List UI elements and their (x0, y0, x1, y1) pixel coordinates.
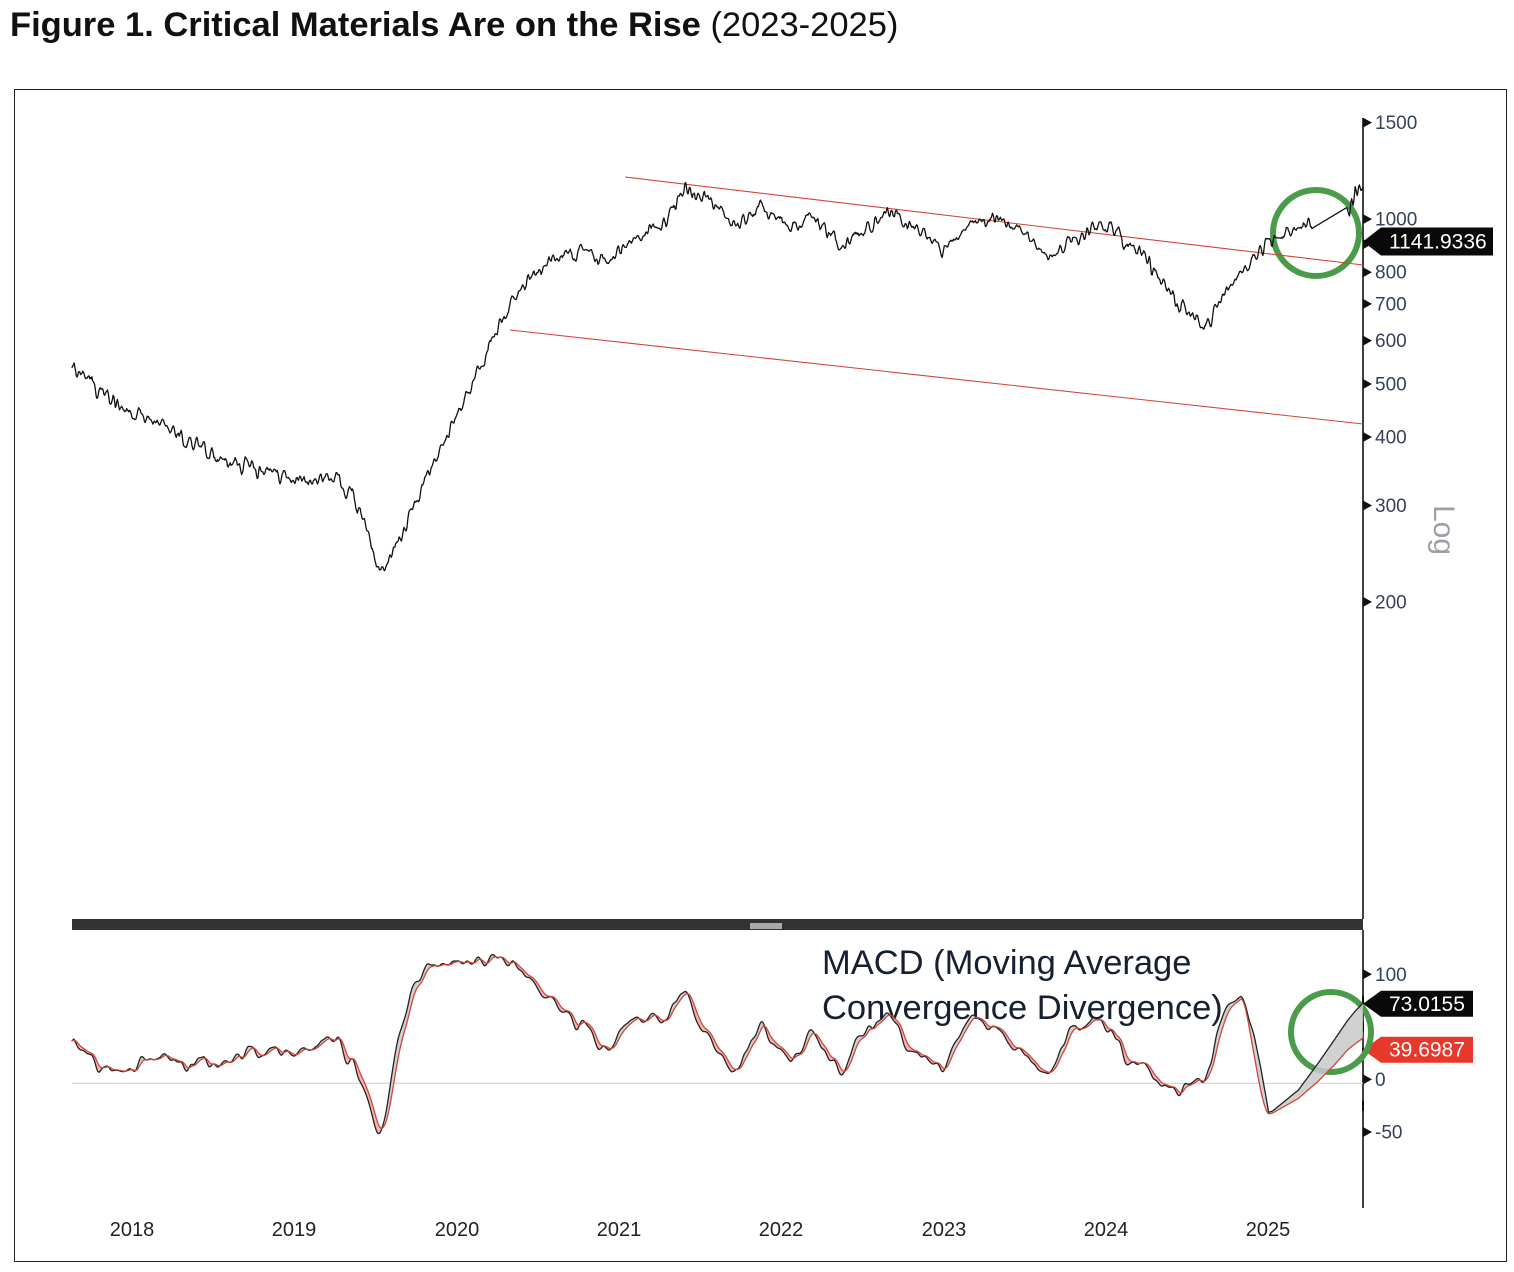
svg-text:300: 300 (1375, 496, 1407, 517)
svg-text:39.6987: 39.6987 (1389, 1039, 1465, 1062)
svg-text:Log: Log (1427, 505, 1460, 555)
svg-text:1000: 1000 (1375, 210, 1417, 231)
svg-text:0: 0 (1375, 1070, 1386, 1091)
svg-text:500: 500 (1375, 375, 1407, 396)
svg-text:100: 100 (1375, 965, 1407, 986)
svg-text:2025: 2025 (1246, 1219, 1291, 1241)
svg-text:2020: 2020 (435, 1219, 480, 1241)
svg-text:800: 800 (1375, 263, 1407, 284)
svg-text:2021: 2021 (597, 1219, 642, 1241)
svg-text:600: 600 (1375, 331, 1407, 352)
svg-text:2023: 2023 (922, 1219, 967, 1241)
svg-text:-50: -50 (1375, 1123, 1402, 1144)
svg-text:2022: 2022 (759, 1219, 804, 1241)
svg-text:1141.9336: 1141.9336 (1389, 231, 1487, 254)
svg-text:1500: 1500 (1375, 113, 1417, 134)
svg-text:400: 400 (1375, 428, 1407, 449)
svg-text:MACD (Moving Average: MACD (Moving Average (822, 944, 1191, 982)
svg-text:700: 700 (1375, 294, 1407, 315)
svg-text:2018: 2018 (110, 1219, 155, 1241)
svg-text:2024: 2024 (1084, 1219, 1129, 1241)
svg-text:73.0155: 73.0155 (1389, 993, 1465, 1016)
svg-text:200: 200 (1375, 592, 1407, 613)
svg-text:2019: 2019 (272, 1219, 317, 1241)
